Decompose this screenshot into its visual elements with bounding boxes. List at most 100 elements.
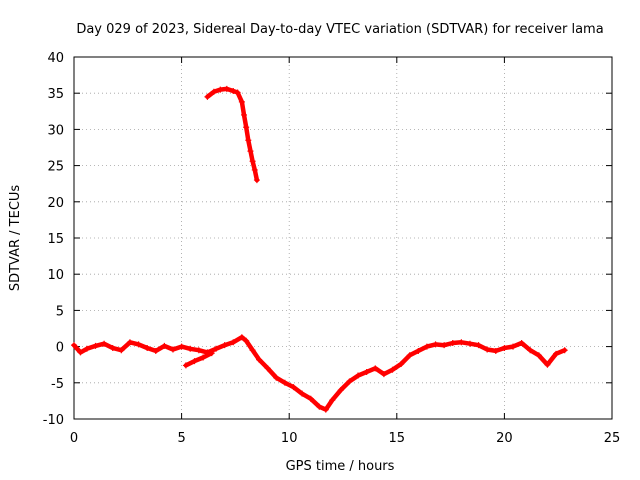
data-point [264, 365, 271, 372]
data-point [249, 347, 256, 354]
data-point [337, 387, 344, 394]
data-point [213, 345, 220, 352]
gridlines [74, 57, 612, 419]
data-point [210, 88, 217, 95]
data-point [322, 406, 329, 413]
data-point [249, 158, 256, 165]
data-point [135, 341, 142, 348]
data-point [178, 343, 185, 350]
data-point [126, 339, 133, 346]
data-point [238, 98, 245, 105]
x-tick-label: 0 [70, 431, 78, 446]
data-point [561, 347, 568, 354]
series-line [183, 350, 214, 368]
data-point [346, 378, 353, 385]
data-point [329, 397, 336, 404]
x-tick-label: 25 [604, 431, 621, 446]
data-point [152, 347, 159, 354]
data-point [406, 352, 413, 359]
data-point [273, 374, 280, 381]
data-point [363, 368, 370, 375]
x-tick-label: 10 [281, 431, 298, 446]
data-point [380, 371, 387, 378]
data-point [208, 350, 215, 357]
data-point [195, 347, 202, 354]
data-point [77, 349, 84, 356]
data-point [544, 361, 551, 368]
data-point [238, 334, 245, 341]
y-tick-label: 30 [47, 123, 64, 138]
data-point [204, 93, 211, 100]
data-point [221, 342, 228, 349]
data-point [243, 124, 250, 131]
data-point [466, 340, 473, 347]
data-point [101, 340, 108, 347]
y-tick-label: 5 [56, 304, 64, 319]
y-tick-label: 35 [47, 87, 64, 102]
data-point [83, 345, 90, 352]
data-point [290, 384, 297, 391]
y-tick-label: 20 [47, 196, 64, 211]
series-3 [204, 85, 260, 184]
data-point [230, 88, 237, 95]
y-tick-label: 40 [47, 51, 64, 66]
data-point [253, 177, 260, 184]
data-point [432, 341, 439, 348]
data-point [307, 395, 314, 402]
y-tick-label: -5 [51, 377, 64, 392]
data-point [484, 346, 491, 353]
data-point [355, 372, 362, 379]
data-point [230, 339, 237, 346]
data-series [71, 85, 568, 413]
data-point [389, 366, 396, 373]
data-point [256, 356, 263, 363]
data-point [510, 343, 517, 350]
data-point [182, 362, 189, 369]
data-point [398, 360, 405, 367]
y-tick-label: 0 [56, 341, 64, 356]
axis-ticks: 0 5 10 15 20 25 -10 -5 0 5 10 15 20 25 30 35 40 [43, 51, 621, 446]
y-axis-label: SDTVAR / TECUs [8, 185, 23, 292]
data-point [234, 89, 241, 96]
data-point [372, 365, 379, 372]
y-tick-label: 25 [47, 160, 64, 175]
data-point [223, 85, 230, 92]
data-point [475, 342, 482, 349]
x-tick-label: 20 [496, 431, 513, 446]
data-point [458, 339, 465, 346]
data-point [243, 337, 250, 344]
data-point [251, 166, 258, 173]
data-point [423, 343, 430, 350]
series-line [205, 86, 260, 183]
y-tick-label: -10 [43, 413, 64, 428]
x-tick-label: 15 [389, 431, 406, 446]
data-point [187, 345, 194, 352]
data-point [441, 342, 448, 349]
data-point [299, 390, 306, 397]
data-point [217, 86, 224, 93]
series-1 [71, 334, 568, 413]
data-point [200, 354, 207, 361]
data-point [553, 350, 560, 357]
data-point [169, 346, 176, 353]
data-point [191, 358, 198, 365]
x-tick-label: 5 [177, 431, 185, 446]
data-point [109, 345, 116, 352]
data-point [281, 379, 288, 386]
data-point [527, 347, 534, 354]
x-axis-label: GPS time / hours [286, 459, 395, 474]
data-point [492, 347, 499, 354]
data-point [245, 137, 252, 144]
data-point [71, 342, 77, 349]
data-point [415, 347, 422, 354]
data-point [449, 339, 456, 346]
series-2 [182, 350, 215, 369]
data-point [501, 345, 508, 352]
data-point [247, 148, 254, 155]
data-point [118, 347, 125, 354]
data-point [241, 111, 248, 118]
data-point [92, 342, 99, 349]
data-point [316, 403, 323, 410]
data-point [535, 352, 542, 359]
